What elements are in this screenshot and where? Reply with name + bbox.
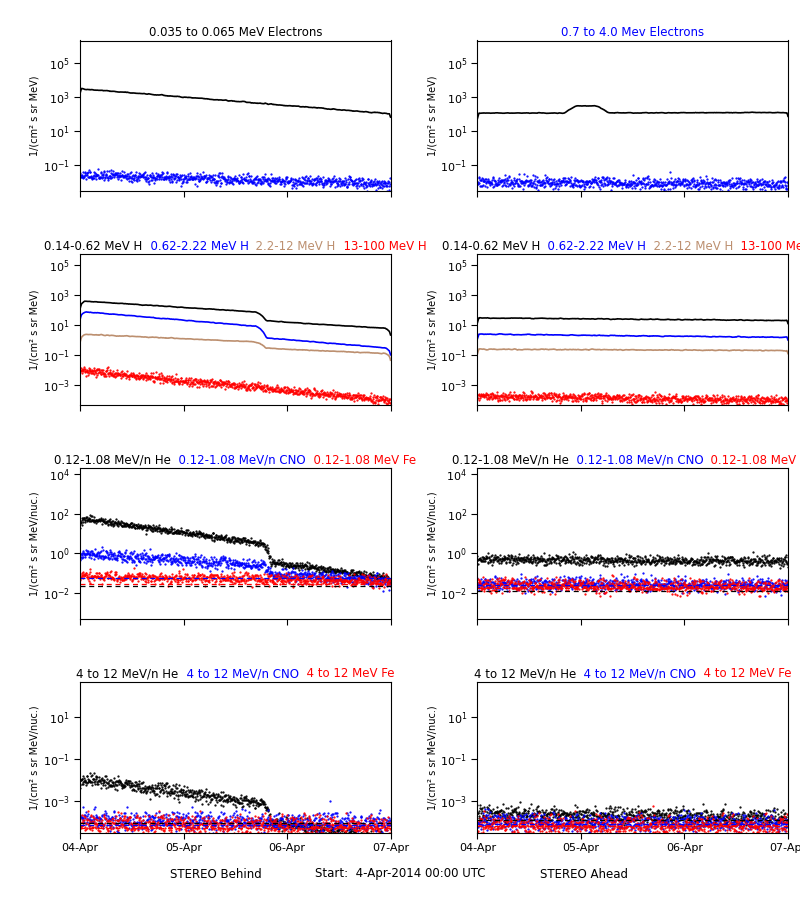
Text: 0.12-1.08 MeV/n He: 0.12-1.08 MeV/n He <box>54 454 171 466</box>
Text: 0.035 to 0.065 MeV Electrons: 0.035 to 0.065 MeV Electrons <box>149 26 322 39</box>
Text: 0.12-1.08 MeV/n CNO: 0.12-1.08 MeV/n CNO <box>171 454 306 466</box>
Text: STEREO Ahead: STEREO Ahead <box>540 868 628 880</box>
Text: 4 to 12 MeV/n CNO: 4 to 12 MeV/n CNO <box>178 668 298 680</box>
Text: 0.14-0.62 MeV H: 0.14-0.62 MeV H <box>442 239 540 253</box>
Y-axis label: 1/(cm² s sr MeV/nuc.): 1/(cm² s sr MeV/nuc.) <box>427 491 438 596</box>
Text: 0.12-1.08 MeV/n CNO: 0.12-1.08 MeV/n CNO <box>569 454 703 466</box>
Y-axis label: 1/(cm² s sr MeV/nuc.): 1/(cm² s sr MeV/nuc.) <box>30 491 40 596</box>
Y-axis label: 1/(cm² s sr MeV/nuc.): 1/(cm² s sr MeV/nuc.) <box>427 705 438 809</box>
Text: 2.2-12 MeV H: 2.2-12 MeV H <box>248 239 336 253</box>
Text: 4 to 12 MeV/n He: 4 to 12 MeV/n He <box>474 668 576 680</box>
Text: 13-100 MeV H: 13-100 MeV H <box>733 239 800 253</box>
Y-axis label: 1/(cm² s sr MeV): 1/(cm² s sr MeV) <box>30 289 40 370</box>
Text: 4 to 12 MeV/n CNO: 4 to 12 MeV/n CNO <box>576 668 696 680</box>
Text: 0.62-2.22 MeV H: 0.62-2.22 MeV H <box>540 239 646 253</box>
Text: STEREO Behind: STEREO Behind <box>170 868 262 880</box>
Text: 4 to 12 MeV/n He: 4 to 12 MeV/n He <box>76 668 178 680</box>
Y-axis label: 1/(cm² s sr MeV): 1/(cm² s sr MeV) <box>427 289 438 370</box>
Text: 0.12-1.08 MeV Fe: 0.12-1.08 MeV Fe <box>306 454 416 466</box>
Text: 0.7 to 4.0 Mev Electrons: 0.7 to 4.0 Mev Electrons <box>561 26 704 39</box>
Text: 13-100 MeV H: 13-100 MeV H <box>336 239 426 253</box>
Y-axis label: 1/(cm² s sr MeV): 1/(cm² s sr MeV) <box>30 76 40 156</box>
Text: 2.2-12 MeV H: 2.2-12 MeV H <box>646 239 733 253</box>
Y-axis label: 1/(cm² s sr MeV): 1/(cm² s sr MeV) <box>427 76 438 156</box>
Text: 0.14-0.62 MeV H: 0.14-0.62 MeV H <box>44 239 142 253</box>
Y-axis label: 1/(cm² s sr MeV/nuc.): 1/(cm² s sr MeV/nuc.) <box>30 705 40 809</box>
Text: 0.12-1.08 MeV Fe: 0.12-1.08 MeV Fe <box>703 454 800 466</box>
Text: 0.62-2.22 MeV H: 0.62-2.22 MeV H <box>142 239 248 253</box>
Text: 0.12-1.08 MeV/n He: 0.12-1.08 MeV/n He <box>452 454 569 466</box>
Text: 4 to 12 MeV Fe: 4 to 12 MeV Fe <box>696 668 792 680</box>
Text: Start:  4-Apr-2014 00:00 UTC: Start: 4-Apr-2014 00:00 UTC <box>314 868 486 880</box>
Text: 4 to 12 MeV Fe: 4 to 12 MeV Fe <box>298 668 394 680</box>
